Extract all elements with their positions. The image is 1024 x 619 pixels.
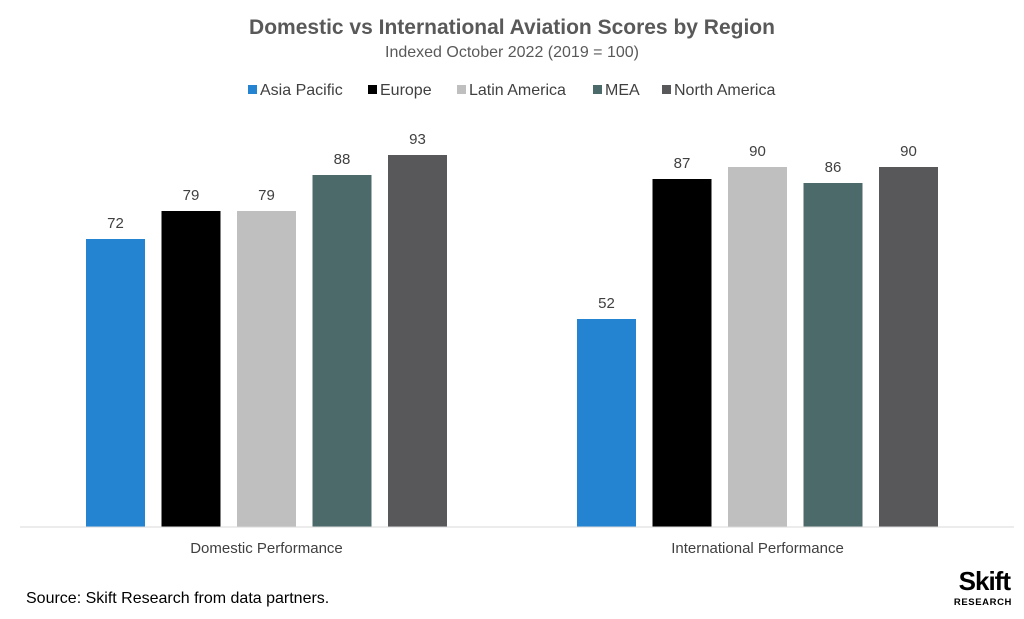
data-label-domestic-performance-europe: 79: [183, 187, 200, 204]
legend-swatch-north-america: [662, 85, 671, 94]
data-label-international-performance-europe: 87: [674, 155, 691, 172]
legend: Asia Pacific Europe Latin America MEA North …: [248, 82, 775, 99]
data-label-international-performance-mea: 86: [825, 159, 842, 176]
legend-label-mea: MEA: [605, 82, 640, 99]
plot-area: 72 79 79 88 93 52 87 90 86 90: [86, 131, 938, 527]
bar-domestic-performance-latin-america: [237, 211, 296, 527]
legend-swatch-latin-america: [457, 85, 466, 94]
data-label-domestic-performance-asia-pacific: 72: [107, 215, 124, 232]
data-label-international-performance-latin-america: 90: [749, 143, 766, 160]
data-label-domestic-performance-latin-america: 79: [258, 187, 275, 204]
data-label-domestic-performance-mea: 88: [334, 151, 351, 168]
bar-domestic-performance-asia-pacific: [86, 239, 145, 527]
legend-label-north-america: North America: [674, 82, 775, 99]
bar-domestic-performance-mea: [312, 175, 372, 527]
bar-international-performance-north-america: [879, 167, 938, 527]
chart-subtitle: Indexed October 2022 (2019 = 100): [385, 44, 639, 61]
chart-title: Domestic vs International Aviation Score…: [249, 16, 775, 39]
logo-main-text: Skift: [959, 566, 1012, 596]
legend-label-europe: Europe: [380, 82, 432, 99]
legend-swatch-europe: [368, 85, 377, 94]
data-label-international-performance-north-america: 90: [900, 143, 917, 160]
data-label-domestic-performance-north-america: 93: [409, 131, 426, 148]
source-note: Source: Skift Research from data partner…: [26, 590, 329, 607]
skift-research-logo: Skift RESEARCH: [954, 566, 1012, 608]
bar-international-performance-europe: [652, 179, 712, 527]
logo-sub-text: RESEARCH: [954, 597, 1012, 608]
category-label-domestic-performance: Domestic Performance: [190, 540, 343, 557]
legend-label-asia-pacific: Asia Pacific: [260, 82, 343, 99]
legend-swatch-mea: [593, 85, 602, 94]
legend-label-latin-america: Latin America: [469, 82, 566, 99]
legend-swatch-asia-pacific: [248, 85, 257, 94]
category-axis: Domestic Performance International Perfor…: [190, 540, 844, 557]
data-label-international-performance-asia-pacific: 52: [598, 295, 615, 312]
bar-international-performance-latin-america: [728, 167, 787, 527]
bar-domestic-performance-north-america: [388, 155, 447, 527]
bar-domestic-performance-europe: [161, 211, 221, 527]
category-label-international-performance: International Performance: [671, 540, 844, 557]
bar-international-performance-asia-pacific: [577, 319, 636, 527]
bar-international-performance-mea: [803, 183, 863, 527]
